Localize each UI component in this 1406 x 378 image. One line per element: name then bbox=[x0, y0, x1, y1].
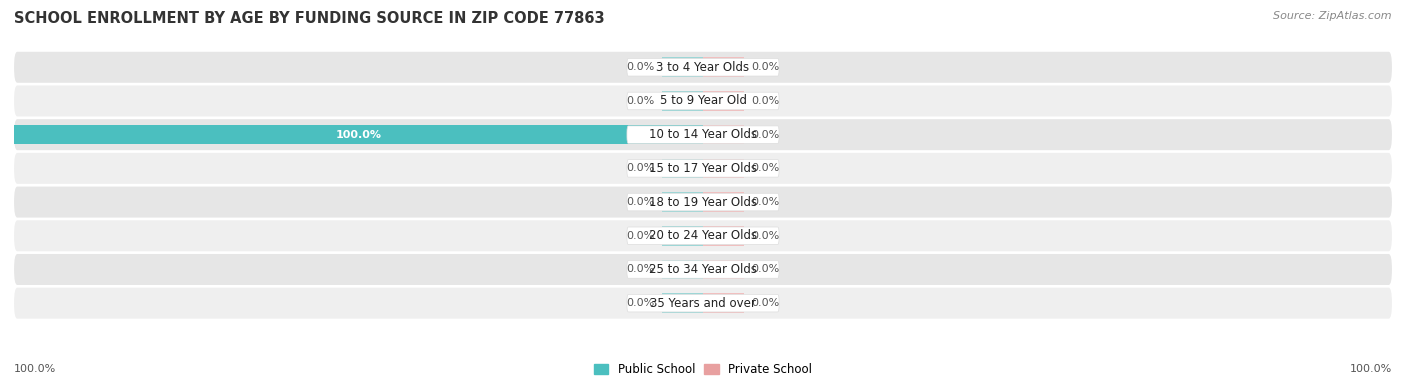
FancyBboxPatch shape bbox=[14, 220, 1392, 251]
Bar bbox=[703, 226, 744, 246]
Bar bbox=[662, 159, 703, 178]
FancyBboxPatch shape bbox=[627, 160, 779, 177]
FancyBboxPatch shape bbox=[14, 52, 1392, 83]
Text: 100.0%: 100.0% bbox=[336, 130, 381, 139]
Bar bbox=[703, 192, 744, 212]
Text: 0.0%: 0.0% bbox=[751, 298, 779, 308]
FancyBboxPatch shape bbox=[627, 261, 779, 278]
Bar bbox=[703, 91, 744, 111]
Legend: Public School, Private School: Public School, Private School bbox=[589, 358, 817, 378]
Text: SCHOOL ENROLLMENT BY AGE BY FUNDING SOURCE IN ZIP CODE 77863: SCHOOL ENROLLMENT BY AGE BY FUNDING SOUR… bbox=[14, 11, 605, 26]
Text: 3 to 4 Year Olds: 3 to 4 Year Olds bbox=[657, 61, 749, 74]
Bar bbox=[662, 192, 703, 212]
Text: 0.0%: 0.0% bbox=[751, 197, 779, 207]
Bar bbox=[703, 125, 744, 144]
FancyBboxPatch shape bbox=[627, 92, 779, 110]
FancyBboxPatch shape bbox=[627, 227, 779, 245]
Text: 25 to 34 Year Olds: 25 to 34 Year Olds bbox=[650, 263, 756, 276]
FancyBboxPatch shape bbox=[14, 85, 1392, 116]
Text: 100.0%: 100.0% bbox=[1350, 364, 1392, 374]
Text: 18 to 19 Year Olds: 18 to 19 Year Olds bbox=[650, 195, 756, 209]
Text: 0.0%: 0.0% bbox=[751, 231, 779, 241]
Text: 0.0%: 0.0% bbox=[627, 265, 655, 274]
Bar bbox=[703, 57, 744, 77]
Text: 15 to 17 Year Olds: 15 to 17 Year Olds bbox=[650, 162, 756, 175]
FancyBboxPatch shape bbox=[627, 126, 779, 143]
Text: 100.0%: 100.0% bbox=[14, 364, 56, 374]
Text: Source: ZipAtlas.com: Source: ZipAtlas.com bbox=[1274, 11, 1392, 21]
FancyBboxPatch shape bbox=[14, 153, 1392, 184]
Text: 0.0%: 0.0% bbox=[751, 163, 779, 174]
Text: 0.0%: 0.0% bbox=[751, 62, 779, 72]
FancyBboxPatch shape bbox=[14, 119, 1392, 150]
Text: 0.0%: 0.0% bbox=[751, 265, 779, 274]
Text: 0.0%: 0.0% bbox=[627, 96, 655, 106]
Text: 0.0%: 0.0% bbox=[751, 130, 779, 139]
Text: 35 Years and over: 35 Years and over bbox=[650, 297, 756, 310]
Text: 0.0%: 0.0% bbox=[627, 298, 655, 308]
Bar bbox=[14, 125, 703, 144]
FancyBboxPatch shape bbox=[14, 254, 1392, 285]
FancyBboxPatch shape bbox=[627, 59, 779, 76]
Text: 20 to 24 Year Olds: 20 to 24 Year Olds bbox=[650, 229, 756, 242]
Text: 0.0%: 0.0% bbox=[627, 163, 655, 174]
Text: 0.0%: 0.0% bbox=[627, 197, 655, 207]
Text: 0.0%: 0.0% bbox=[751, 96, 779, 106]
Text: 5 to 9 Year Old: 5 to 9 Year Old bbox=[659, 94, 747, 107]
FancyBboxPatch shape bbox=[14, 187, 1392, 218]
Bar bbox=[662, 260, 703, 279]
Bar bbox=[662, 293, 703, 313]
FancyBboxPatch shape bbox=[627, 294, 779, 312]
FancyBboxPatch shape bbox=[14, 288, 1392, 319]
Bar bbox=[703, 293, 744, 313]
Bar bbox=[662, 57, 703, 77]
Text: 10 to 14 Year Olds: 10 to 14 Year Olds bbox=[650, 128, 756, 141]
Text: 0.0%: 0.0% bbox=[627, 62, 655, 72]
Text: 0.0%: 0.0% bbox=[627, 231, 655, 241]
Bar bbox=[703, 260, 744, 279]
Bar bbox=[703, 159, 744, 178]
Bar bbox=[662, 91, 703, 111]
Bar bbox=[662, 226, 703, 246]
FancyBboxPatch shape bbox=[627, 193, 779, 211]
